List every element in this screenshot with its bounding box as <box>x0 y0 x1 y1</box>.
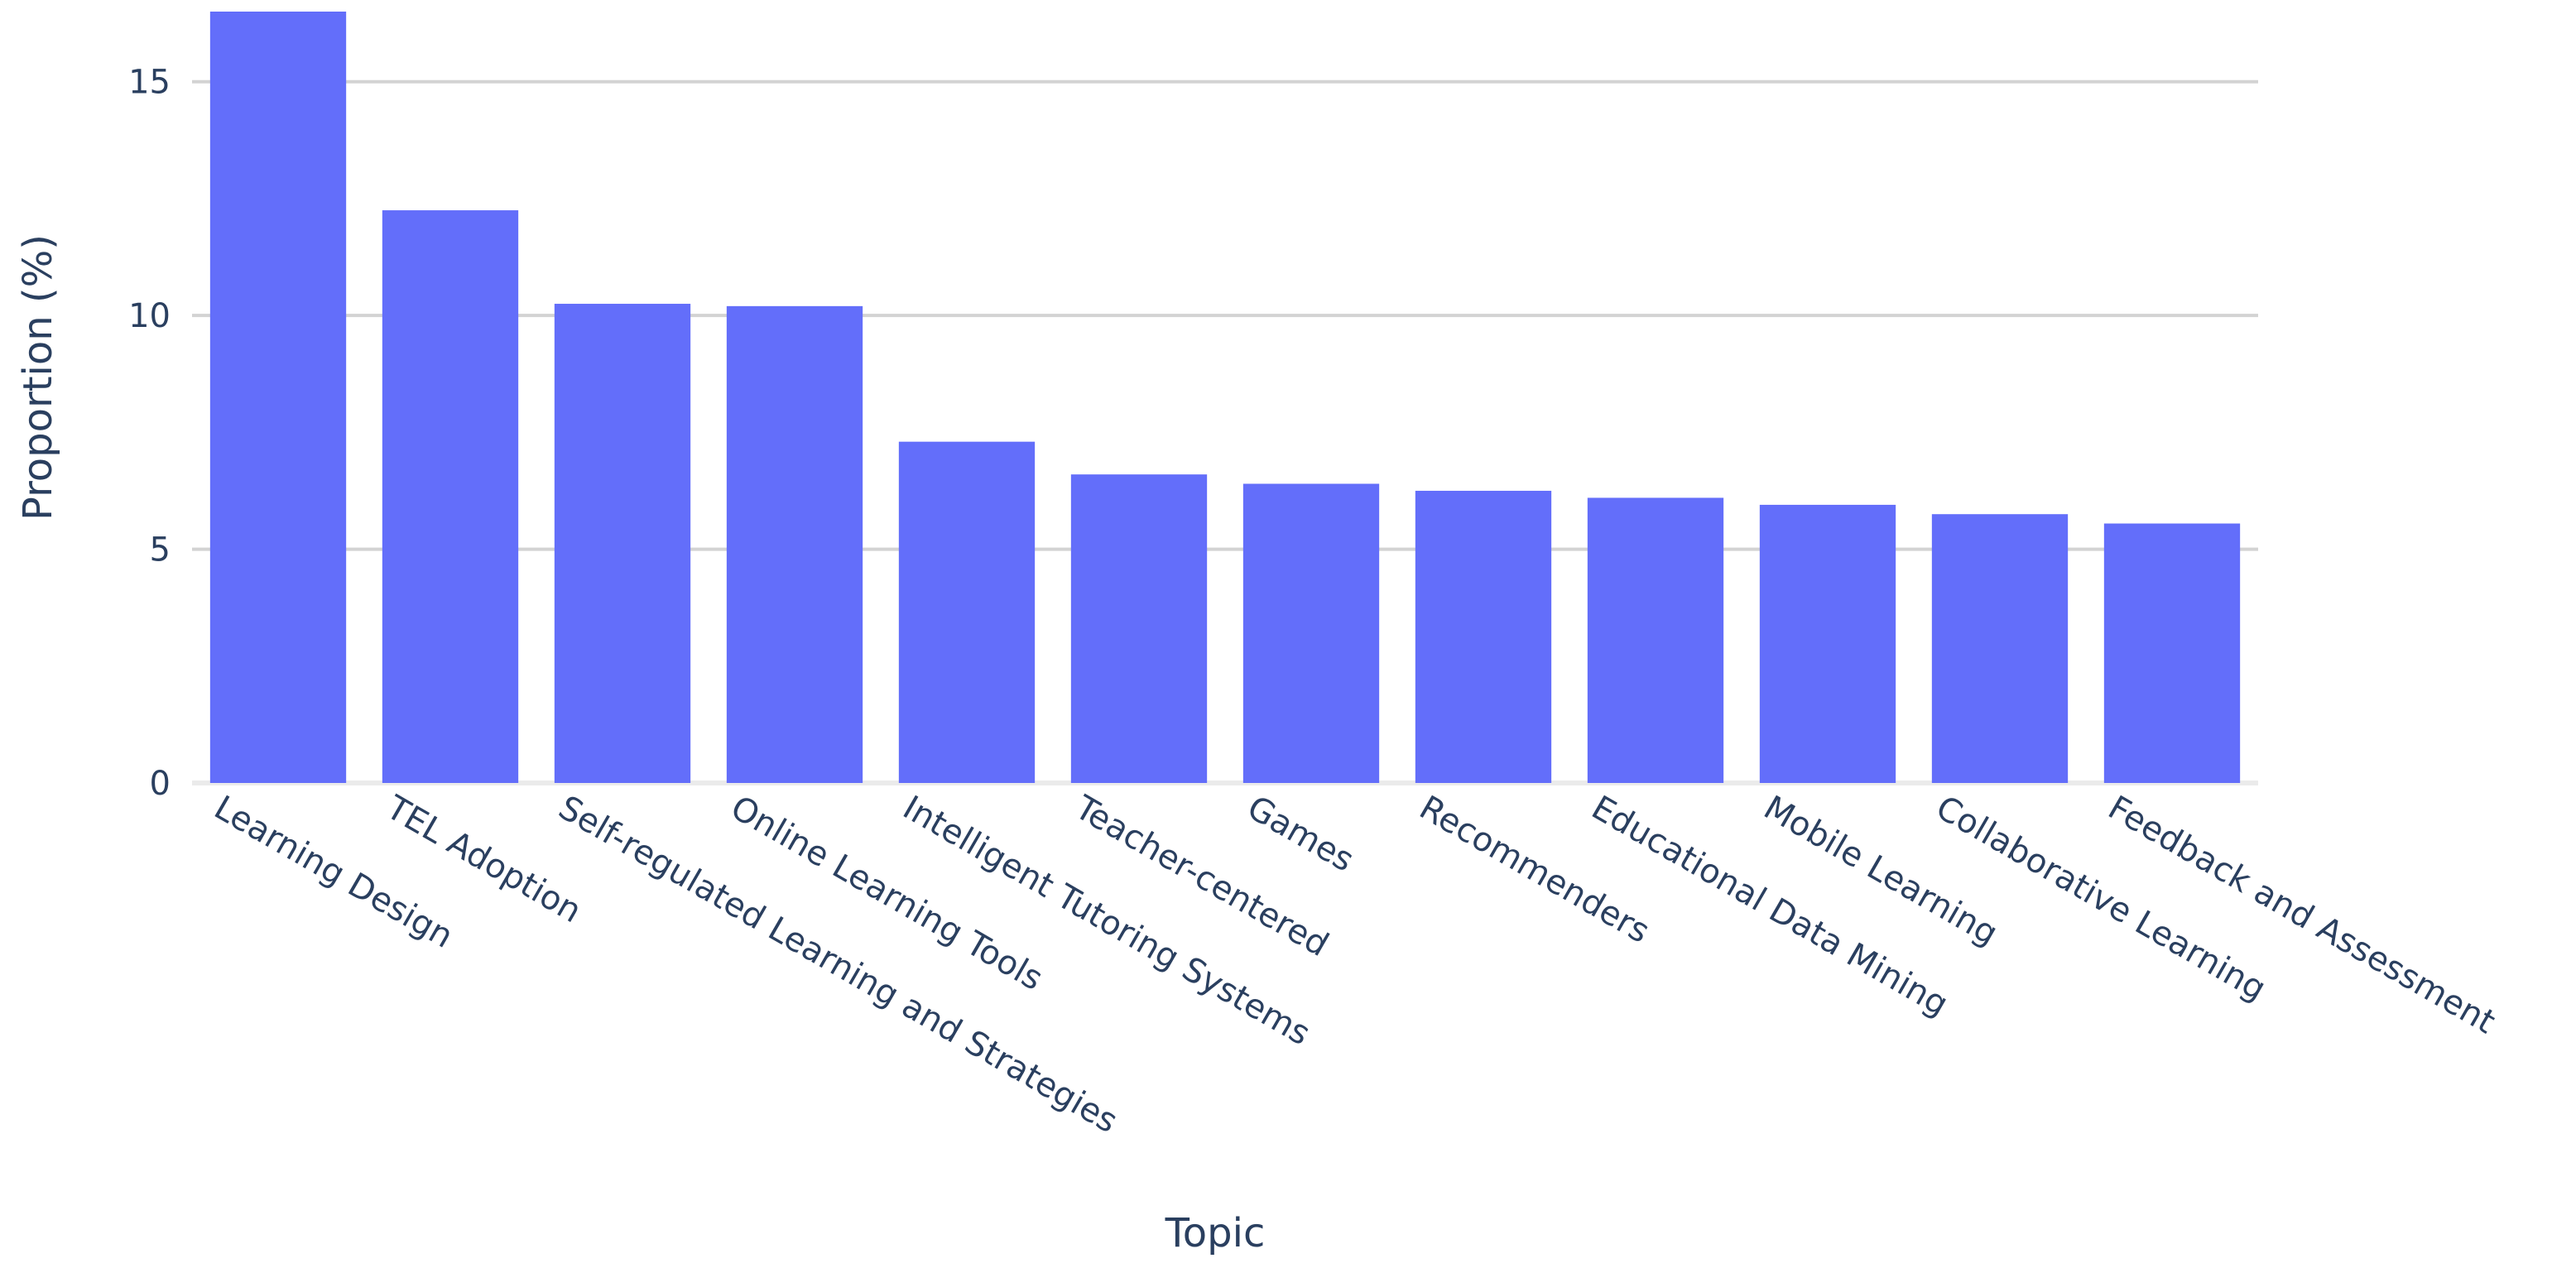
y-tick-labels: 0 5 10 15 <box>128 64 171 803</box>
x-tick-label: Games <box>1241 789 1360 880</box>
bar <box>209 12 347 783</box>
x-axis-title: Topic <box>1165 1210 1266 1256</box>
bar <box>726 305 863 783</box>
bar <box>1759 504 1896 783</box>
x-tick-label: Collaborative Learning <box>1930 789 2272 1009</box>
x-tick-label: Online Learning Tools <box>724 789 1049 998</box>
bar <box>1070 474 1208 783</box>
y-tick-label: 5 <box>150 531 171 569</box>
bar <box>382 210 519 783</box>
bar <box>1415 490 1552 783</box>
bar <box>1931 514 2069 783</box>
bar <box>1587 497 1724 783</box>
bar <box>554 304 691 784</box>
bar <box>1242 483 1380 783</box>
y-tick-label: 15 <box>128 64 171 102</box>
bars <box>209 12 2241 784</box>
y-tick-label: 0 <box>150 765 171 803</box>
bar <box>898 441 1036 783</box>
bar <box>2103 523 2241 783</box>
gridlines <box>192 79 2258 785</box>
y-axis-title: Proportion (%) <box>15 234 61 521</box>
y-tick-label: 10 <box>128 297 171 335</box>
